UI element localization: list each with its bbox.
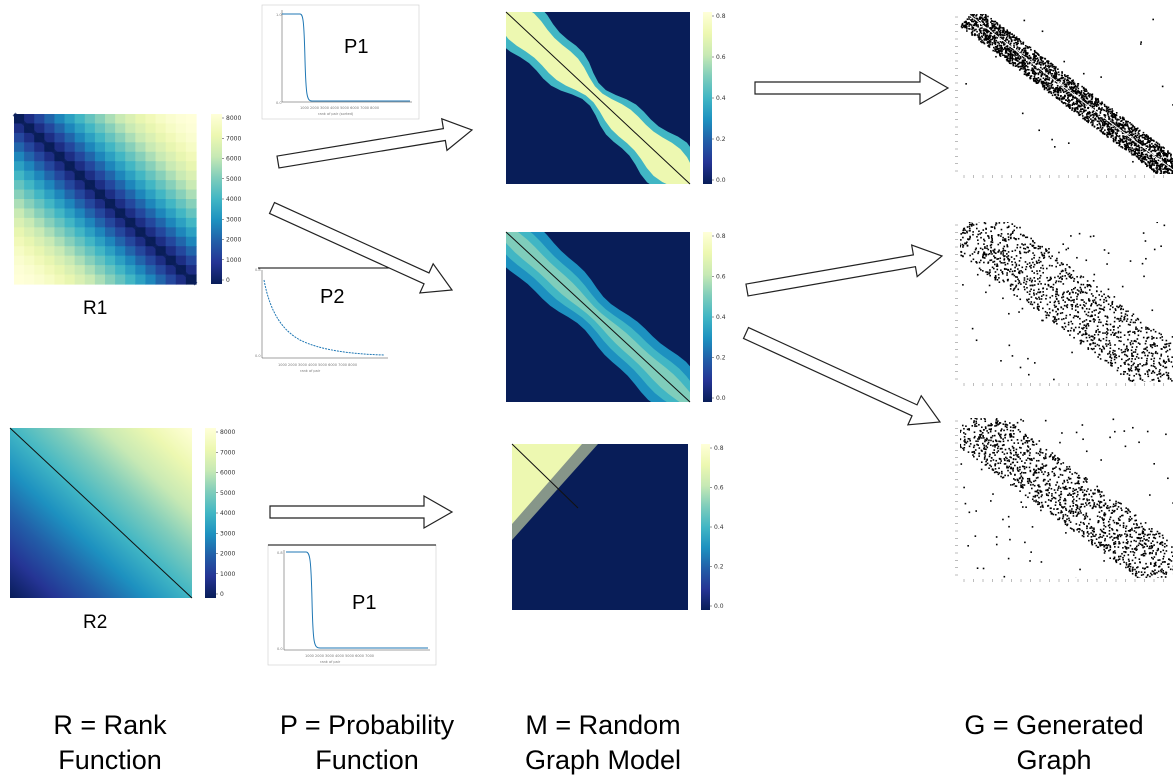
svg-text:0.0: 0.0 xyxy=(255,354,261,358)
svg-text:0.6: 0.6 xyxy=(714,485,724,492)
colorbar-m3: 0.8 0.6 0.4 0.2 0.0 xyxy=(701,444,724,610)
column-heading-graph: G = Generated Graph xyxy=(945,708,1163,778)
hollow-arrow-icon xyxy=(270,496,452,528)
label-p1-bottom: P1 xyxy=(352,592,376,615)
svg-text:1000 2000 3000 4000 5000 6000: 1000 2000 3000 4000 5000 6000 7000 8000 xyxy=(278,363,357,367)
svg-text:5000: 5000 xyxy=(226,176,241,183)
svg-text:rank of pair: rank of pair xyxy=(300,369,321,373)
svg-text:0.8: 0.8 xyxy=(277,551,283,555)
label-r1: R1 xyxy=(83,298,107,320)
svg-text:0.0: 0.0 xyxy=(714,603,724,610)
svg-text:0.8: 0.8 xyxy=(716,13,726,20)
svg-text:0.0: 0.0 xyxy=(716,177,726,184)
colorbar-r2: 8000 7000 6000 5000 4000 3000 2000 1000 0 xyxy=(205,428,235,598)
svg-text:1.0: 1.0 xyxy=(276,13,282,17)
svg-text:0.0: 0.0 xyxy=(716,395,726,402)
colorbar-m2: 0.8 0.6 0.4 0.2 0.0 xyxy=(703,232,726,402)
hollow-arrow-icon xyxy=(743,328,940,425)
svg-text:0.4: 0.4 xyxy=(714,524,724,531)
column-heading-graph-line1: G = Generated xyxy=(945,708,1163,743)
graph-g1 xyxy=(887,0,1173,257)
column-heading-rank-line1: R = Rank xyxy=(15,708,205,743)
svg-text:1000 2000 3000 4000 5000 6000: 1000 2000 3000 4000 5000 6000 7000 8000 xyxy=(300,106,379,110)
svg-text:2000: 2000 xyxy=(226,237,241,244)
svg-text:0.8: 0.8 xyxy=(716,233,726,240)
svg-text:1000 2000 3000 4000 5000 6000: 1000 2000 3000 4000 5000 6000 7000 xyxy=(305,654,374,658)
svg-text:3000: 3000 xyxy=(220,530,235,537)
svg-text:8000: 8000 xyxy=(220,429,235,436)
heatmap-r2 xyxy=(10,428,192,598)
svg-text:3000: 3000 xyxy=(226,216,241,223)
svg-text:4000: 4000 xyxy=(226,196,241,203)
svg-text:0.6: 0.6 xyxy=(716,54,726,61)
plot-p2: 0.8 0.0 1000 2000 3000 4000 5000 6000 700… xyxy=(255,268,395,373)
svg-text:0.4: 0.4 xyxy=(716,95,726,102)
colorbar-m1: 0.8 0.6 0.4 0.2 0.0 xyxy=(703,12,726,184)
colorbar-r1: 8000 7000 6000 5000 4000 3000 2000 1000 0 xyxy=(211,114,241,284)
svg-text:0.0: 0.0 xyxy=(277,647,283,651)
svg-text:0.2: 0.2 xyxy=(714,564,724,571)
column-heading-model-line1: M = Random xyxy=(508,708,698,743)
svg-text:6000: 6000 xyxy=(220,470,235,477)
svg-text:rank of pair: rank of pair xyxy=(320,660,341,664)
column-heading-probability-line1: P = Probability xyxy=(262,708,472,743)
heatmap-r1 xyxy=(14,114,197,285)
heatmap-m1 xyxy=(492,0,702,196)
svg-text:0: 0 xyxy=(220,591,224,598)
hollow-arrow-icon xyxy=(755,72,948,104)
hollow-arrow-icon xyxy=(270,203,452,293)
heatmap-m3 xyxy=(512,444,688,610)
label-r2: R2 xyxy=(83,612,107,634)
svg-text:1000: 1000 xyxy=(220,571,235,578)
svg-text:1000: 1000 xyxy=(226,257,241,264)
column-heading-rank: R = Rank Function xyxy=(15,708,205,778)
label-p1-top: P1 xyxy=(344,36,368,59)
svg-text:rank of pair (sorted): rank of pair (sorted) xyxy=(318,112,354,116)
graph-g3 xyxy=(904,346,1173,642)
svg-text:0.8: 0.8 xyxy=(255,268,261,272)
column-heading-model: M = Random Graph Model xyxy=(508,708,698,778)
svg-text:0.2: 0.2 xyxy=(716,355,726,362)
svg-text:6000: 6000 xyxy=(226,156,241,163)
svg-text:7000: 7000 xyxy=(226,135,241,142)
svg-text:0.0: 0.0 xyxy=(276,101,282,105)
svg-text:0.4: 0.4 xyxy=(716,314,726,321)
plot-p1-top: 1.0 0.0 1000 2000 3000 4000 5000 6000 700… xyxy=(262,5,419,119)
svg-text:7000: 7000 xyxy=(220,449,235,456)
hollow-arrow-icon xyxy=(746,245,942,296)
svg-text:0: 0 xyxy=(226,277,230,284)
label-p2: P2 xyxy=(320,286,344,309)
svg-text:2000: 2000 xyxy=(220,551,235,558)
svg-text:0.6: 0.6 xyxy=(716,274,726,281)
svg-text:0.8: 0.8 xyxy=(714,445,724,452)
heatmap-m2 xyxy=(490,216,705,417)
svg-text:4000: 4000 xyxy=(220,510,235,517)
hollow-arrow-icon xyxy=(277,119,472,168)
svg-text:8000: 8000 xyxy=(226,115,241,122)
graph-tick-labels xyxy=(955,17,1164,582)
svg-text:0.2: 0.2 xyxy=(716,136,726,143)
svg-text:5000: 5000 xyxy=(220,490,235,497)
column-heading-probability: P = Probability Function xyxy=(262,708,472,778)
